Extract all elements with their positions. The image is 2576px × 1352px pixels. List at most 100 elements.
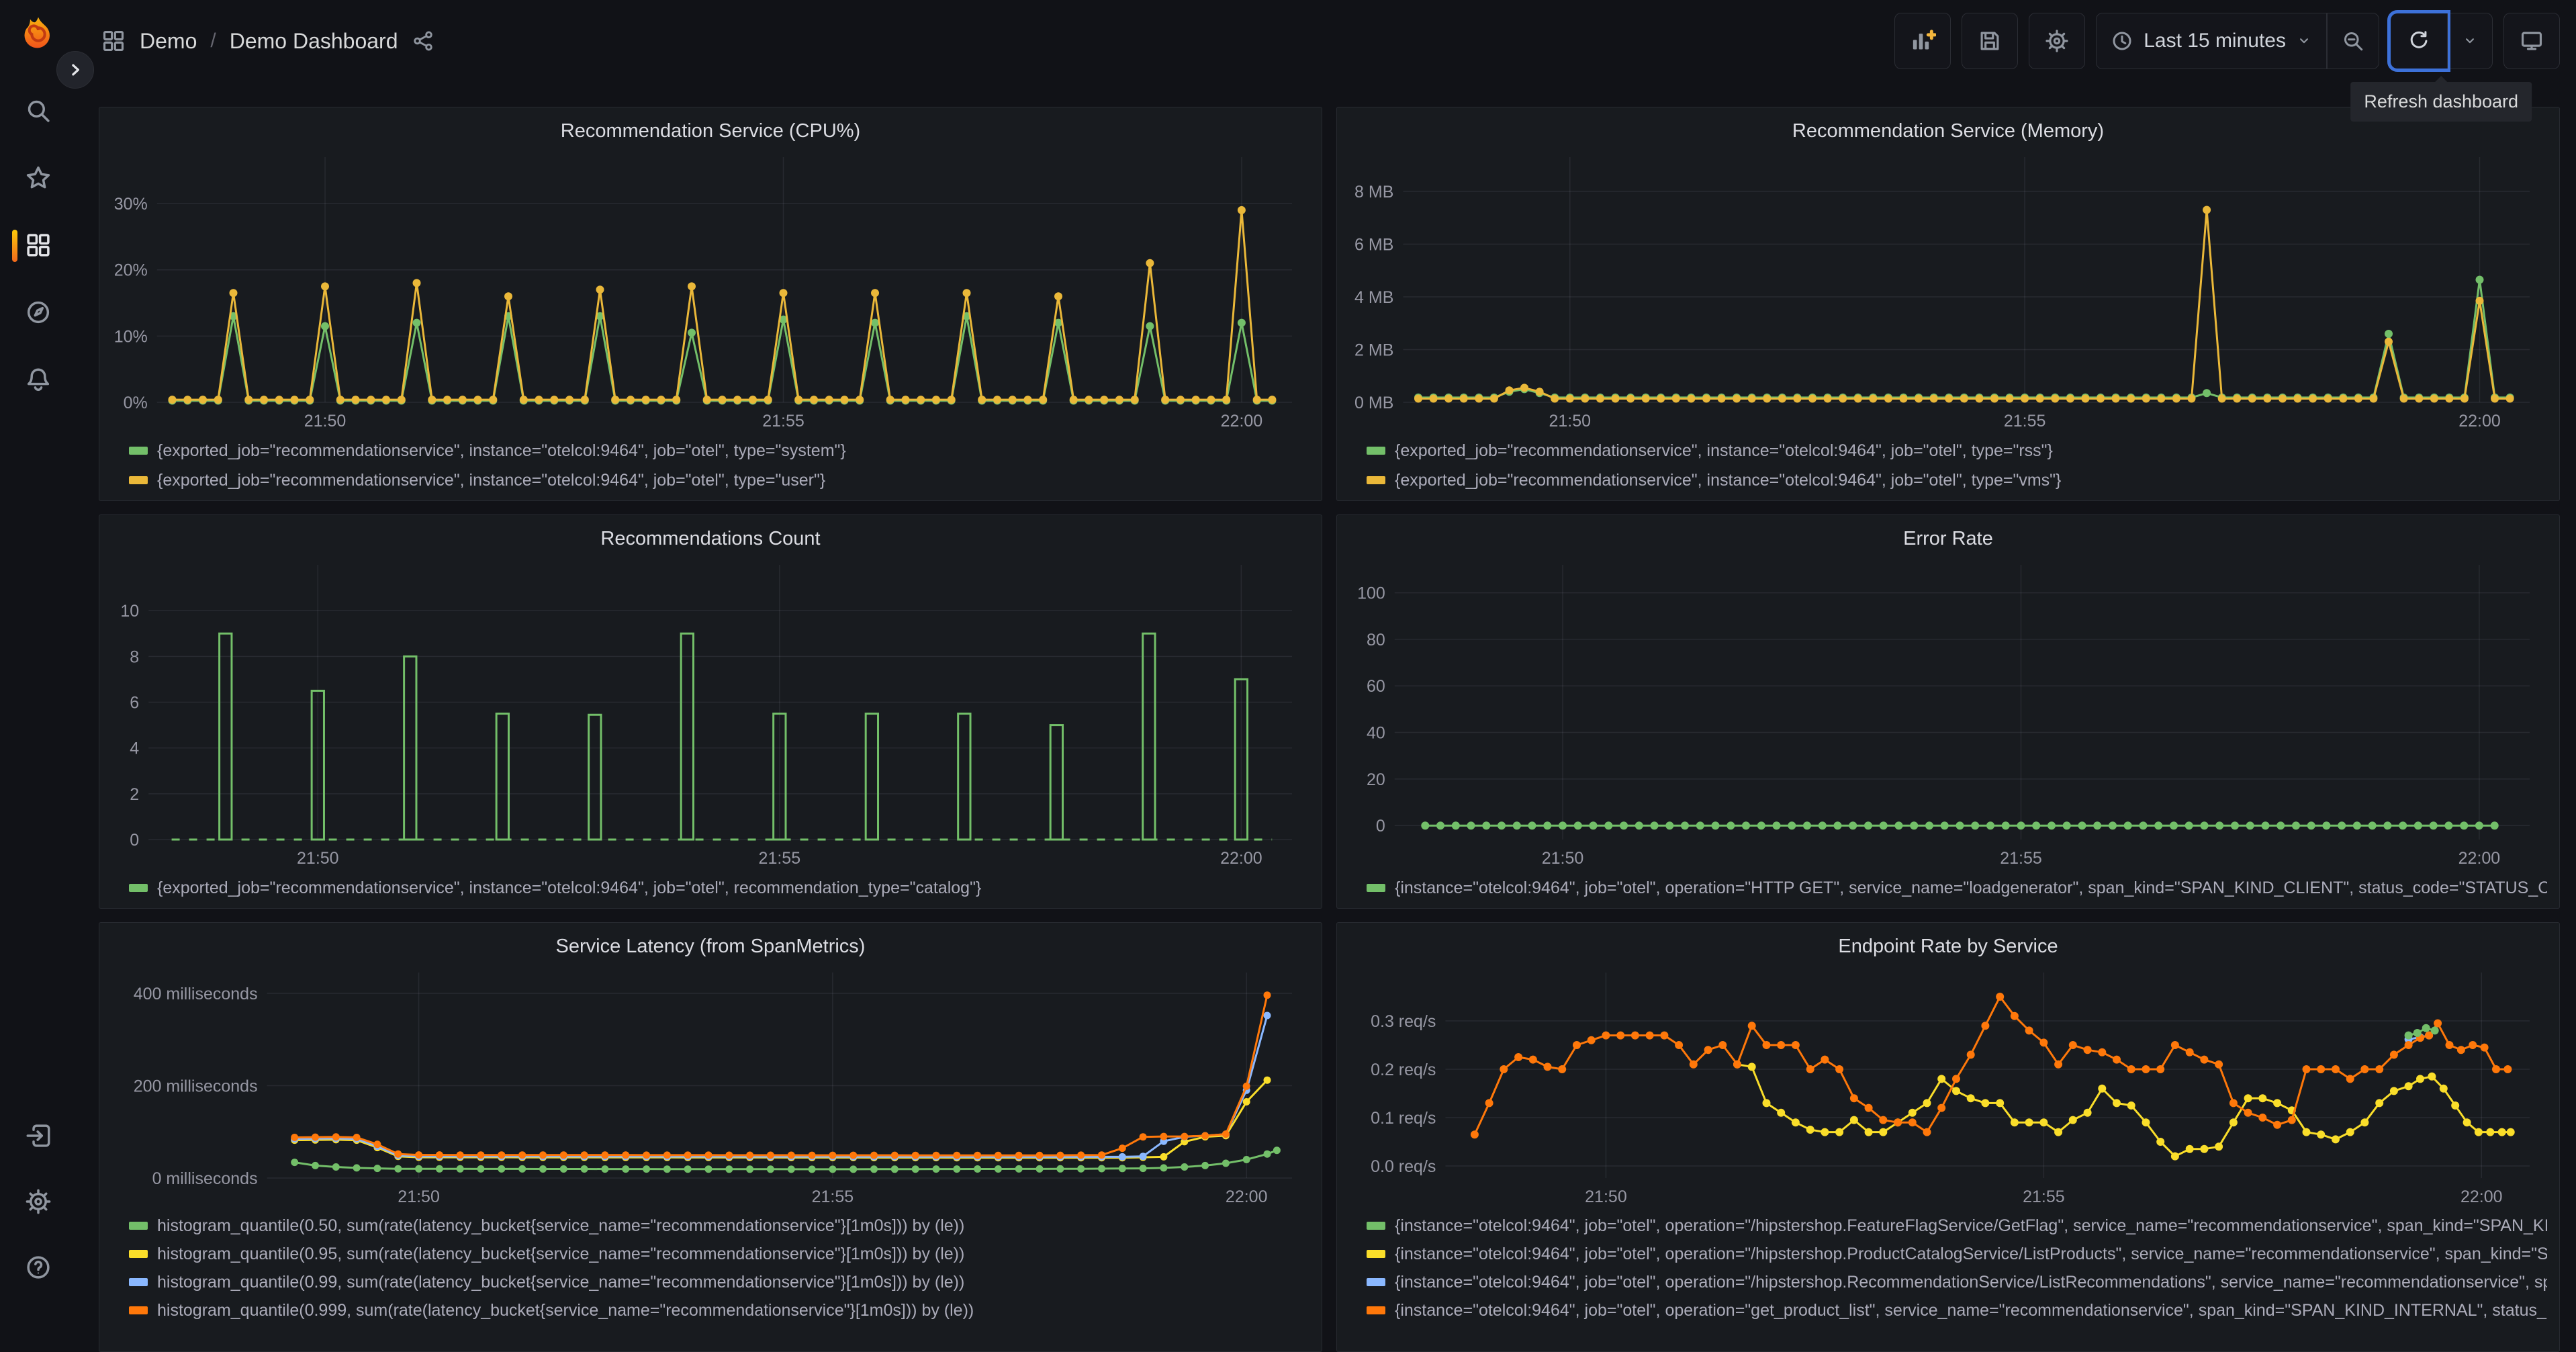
active-indicator: [12, 230, 17, 262]
legend-swatch: [1367, 1306, 1385, 1314]
legend-swatch: [129, 447, 148, 455]
time-range-label: Last 15 minutes: [2144, 30, 2286, 52]
sidebar-item-search[interactable]: [0, 97, 77, 125]
refresh-dashboard-button[interactable]: [2391, 13, 2447, 69]
svg-text:4 MB: 4 MB: [1354, 288, 1393, 307]
share-icon[interactable]: [412, 30, 434, 52]
svg-text:2 MB: 2 MB: [1354, 341, 1393, 360]
legend-item[interactable]: {instance="otelcol:9464", job="otel", op…: [1367, 1240, 2547, 1268]
dashboard-toolbar: Last 15 minutes Refresh dashboard: [1894, 13, 2560, 122]
panel-title[interactable]: Recommendation Service (Memory): [1792, 120, 2105, 142]
panel-title[interactable]: Recommendation Service (CPU%): [560, 120, 861, 142]
service-latency-chart[interactable]: 21:50 21:55 22:00 0 milliseconds 200 millise…: [111, 962, 1309, 1209]
legend-swatch: [129, 1306, 148, 1314]
panel-recommendation-service-memory: Recommendation Service (Memory) 21:50 21:…: [1336, 107, 2560, 501]
legend-swatch: [129, 476, 148, 484]
legend-swatch: [129, 1278, 148, 1286]
sidebar-item-settings[interactable]: [0, 1187, 77, 1216]
svg-text:21:50: 21:50: [1542, 849, 1584, 868]
save-icon: [1980, 32, 1999, 50]
memory-chart[interactable]: 21:50 21:55 22:00 0 MB 2 MB 4 MB 6 MB 8 MB: [1349, 146, 2547, 433]
clock-icon: [2113, 32, 2131, 50]
legend-item[interactable]: {exported_job="recommendationservice", i…: [1367, 465, 2547, 495]
legend-item[interactable]: {instance="otelcol:9464", job="otel", op…: [1367, 1296, 2547, 1324]
svg-text:22:00: 22:00: [1221, 412, 1263, 431]
legend-label: histogram_quantile(0.95, sum(rate(latenc…: [157, 1244, 965, 1263]
legend-label: {exported_job="recommendationservice", i…: [1395, 470, 2062, 490]
save-dashboard-button[interactable]: [1962, 13, 2019, 69]
zoom-out-time-button[interactable]: [2328, 13, 2379, 69]
refresh-interval-dropdown[interactable]: [2448, 13, 2492, 69]
legend-label: histogram_quantile(0.50, sum(rate(latenc…: [157, 1216, 965, 1235]
sidebar-item-dashboards[interactable]: [0, 230, 77, 262]
svg-text:21:55: 21:55: [759, 849, 801, 868]
sidebar-item-alerting[interactable]: [0, 365, 77, 394]
svg-text:21:50: 21:50: [297, 849, 339, 868]
panel-title[interactable]: Error Rate: [1903, 528, 1993, 549]
svg-text:21:55: 21:55: [2004, 412, 2046, 431]
legend-label: {exported_job="recommendationservice", i…: [157, 470, 826, 490]
legend-label: {instance="otelcol:9464", job="otel", op…: [1395, 1244, 2547, 1263]
grafana-logo[interactable]: [19, 15, 58, 54]
legend-swatch: [1367, 1250, 1385, 1258]
legend-item[interactable]: {exported_job="recommendationservice", i…: [129, 465, 1309, 495]
svg-text:20%: 20%: [114, 261, 148, 280]
legend-item[interactable]: histogram_quantile(0.50, sum(rate(latenc…: [129, 1212, 1309, 1240]
legend-label: {instance="otelcol:9464", job="otel", op…: [1395, 1272, 2547, 1292]
recommendations-count-chart[interactable]: 21:50 21:55 22:00 0 2 4 6 8 10: [111, 554, 1309, 870]
legend-item[interactable]: histogram_quantile(0.99, sum(rate(latenc…: [129, 1268, 1309, 1296]
compass-icon: [27, 301, 50, 324]
svg-text:0 MB: 0 MB: [1354, 394, 1393, 412]
svg-text:6: 6: [130, 694, 139, 713]
svg-text:0.0 req/s: 0.0 req/s: [1371, 1157, 1436, 1176]
legend-swatch: [1367, 884, 1385, 892]
gear-icon: [26, 1189, 51, 1214]
legend-item[interactable]: {exported_job="recommendationservice", i…: [1367, 436, 2547, 465]
sidebar-item-sign-in[interactable]: [0, 1122, 77, 1150]
legend-item[interactable]: {exported_job="recommendationservice", i…: [129, 436, 1309, 465]
svg-text:2: 2: [130, 785, 139, 804]
dashboard-settings-button[interactable]: [2029, 13, 2086, 69]
cpu-chart[interactable]: 21:50 21:55 22:00 0% 10% 20% 30%: [111, 146, 1309, 433]
panel-title[interactable]: Endpoint Rate by Service: [1838, 936, 2058, 957]
svg-text:6 MB: 6 MB: [1354, 236, 1393, 255]
svg-text:8: 8: [130, 647, 139, 666]
breadcrumb-page[interactable]: Demo Dashboard: [229, 28, 398, 53]
panel-title[interactable]: Service Latency (from SpanMetrics): [555, 936, 866, 957]
panel-recommendations-count: Recommendations Count 21:50 21:55 22:00 0 2 4…: [99, 514, 1322, 909]
error-rate-chart[interactable]: 21:50 21:55 22:00 0 20 40 60 80 100: [1349, 554, 2547, 870]
svg-text:80: 80: [1367, 631, 1385, 649]
sidebar-item-starred[interactable]: [0, 164, 77, 192]
header: Demo / Demo Dashboard: [77, 0, 2576, 122]
kiosk-mode-button[interactable]: [2503, 13, 2560, 69]
time-range-picker[interactable]: Last 15 minutes: [2097, 13, 2326, 69]
sidebar-item-explore[interactable]: [0, 298, 77, 326]
legend-item[interactable]: {exported_job="recommendationservice", i…: [129, 873, 1309, 903]
legend-item[interactable]: histogram_quantile(0.95, sum(rate(latenc…: [129, 1240, 1309, 1268]
apps-grid-icon[interactable]: [101, 28, 126, 54]
panel-title[interactable]: Recommendations Count: [600, 528, 821, 549]
endpoint-rate-chart[interactable]: 21:50 21:55 22:00 0.0 req/s 0.1 req/s 0.2 req…: [1349, 962, 2547, 1209]
svg-text:0.1 req/s: 0.1 req/s: [1371, 1109, 1436, 1128]
svg-text:8 MB: 8 MB: [1354, 183, 1393, 201]
svg-text:21:55: 21:55: [762, 412, 804, 431]
kiosk-monitor-icon: [2521, 32, 2542, 50]
search-icon: [28, 100, 50, 122]
caret-down-icon: [2466, 38, 2474, 44]
legend-item[interactable]: {instance="otelcol:9464", job="otel", op…: [1367, 873, 2547, 903]
refresh-icon: [2410, 31, 2427, 48]
sidebar-item-help[interactable]: [0, 1253, 77, 1281]
legend-swatch: [1367, 1278, 1385, 1286]
divider: [2326, 13, 2328, 69]
legend-item[interactable]: {instance="otelcol:9464", job="otel", op…: [1367, 1212, 2547, 1240]
legend: {exported_job="recommendationservice", i…: [1349, 436, 2547, 495]
legend-item[interactable]: histogram_quantile(0.999, sum(rate(laten…: [129, 1296, 1309, 1324]
sidebar-expand-button[interactable]: [56, 51, 94, 89]
breadcrumb-section[interactable]: Demo: [140, 28, 197, 53]
legend-item[interactable]: {instance="otelcol:9464", job="otel", op…: [1367, 1268, 2547, 1296]
legend-swatch: [129, 884, 148, 892]
svg-text:22:00: 22:00: [2460, 1187, 2503, 1206]
svg-text:10: 10: [120, 602, 139, 621]
add-panel-button[interactable]: [1894, 13, 1951, 69]
svg-text:4: 4: [130, 739, 139, 758]
